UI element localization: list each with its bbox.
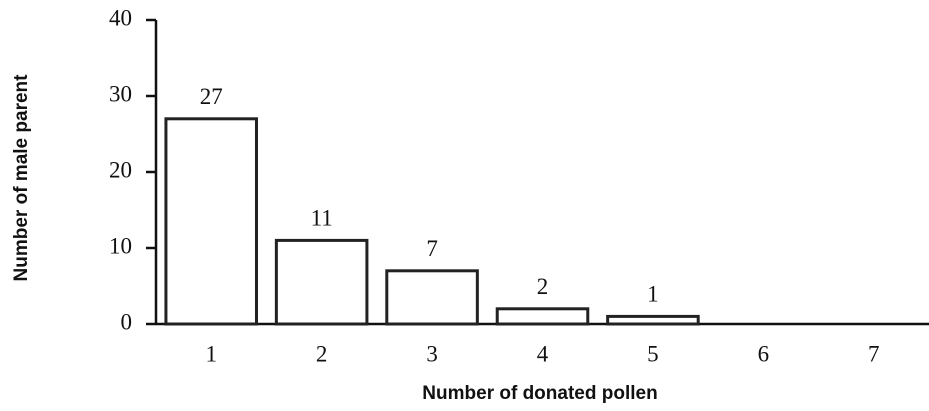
x-tick-label: 4 [537, 341, 549, 366]
bar [164, 117, 258, 326]
bar [606, 314, 700, 326]
x-tick-label: 1 [205, 341, 217, 366]
bar [385, 269, 479, 326]
data-label: 2 [537, 274, 549, 299]
y-axis-title: Number of male parent [11, 74, 32, 282]
y-tick-label: 20 [109, 157, 132, 182]
x-axis-title: Number of donated pollen [422, 383, 657, 404]
x-tick-label: 3 [426, 341, 438, 366]
bar [274, 238, 369, 326]
data-label: 7 [426, 236, 438, 261]
y-tick-label: 30 [109, 81, 132, 106]
y-tick-label: 0 [121, 309, 133, 334]
x-tick-label: 2 [316, 341, 328, 366]
y-tick-label: 10 [109, 233, 132, 258]
data-label: 1 [647, 282, 659, 307]
x-tick-label: 7 [868, 341, 880, 366]
data-label: 11 [311, 206, 333, 231]
y-tick-label: 40 [109, 5, 132, 30]
bar [495, 307, 590, 326]
x-tick-label: 6 [758, 341, 770, 366]
x-tick-label: 5 [647, 341, 659, 366]
data-label: 27 [200, 84, 223, 109]
